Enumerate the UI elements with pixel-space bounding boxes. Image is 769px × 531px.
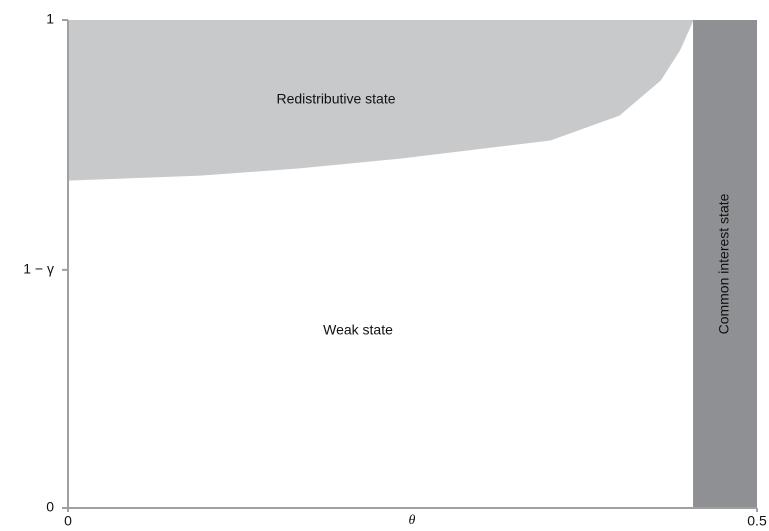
y-tick-label: 0 <box>46 499 54 515</box>
x-tick-label: 0.5 <box>747 513 767 529</box>
x-axis-label: θ <box>409 513 416 528</box>
right-region <box>693 20 757 508</box>
x-tick-label: 0 <box>64 513 72 529</box>
region-label: Weak state <box>323 322 393 338</box>
boundary-curve <box>67 19 694 181</box>
region-label: Redistributive state <box>276 91 395 107</box>
y-tick-label: 1 − γ <box>23 261 54 277</box>
upper-region-fill <box>68 20 694 181</box>
region-label: Common interest state <box>716 193 732 334</box>
y-tick-label: 1 <box>46 11 54 27</box>
